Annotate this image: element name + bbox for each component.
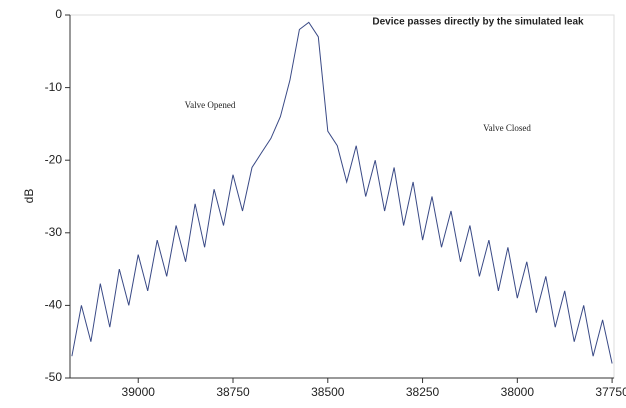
y-tick-label: -50 (45, 370, 63, 384)
annotation: Device passes directly by the simulated … (372, 17, 584, 28)
y-tick-label: -10 (45, 80, 63, 94)
y-axis-label: dB (22, 189, 36, 204)
x-tick-label: 39000 (122, 385, 156, 399)
y-tick-label: -40 (45, 298, 63, 312)
plot-frame (69, 14, 615, 379)
y-tick-label: -30 (45, 225, 63, 239)
annotation: Valve Closed (483, 123, 531, 133)
x-tick-label: 38000 (501, 385, 535, 399)
x-tick-label: 37750 (595, 385, 626, 399)
y-tick-label: 0 (55, 7, 62, 21)
x-tick-label: 38750 (216, 385, 250, 399)
x-tick-label: 38250 (406, 385, 440, 399)
annotation: Valve Opened (185, 100, 236, 110)
y-tick-label: -20 (45, 152, 63, 166)
data-line (71, 21, 613, 364)
x-tick-label: 38500 (311, 385, 345, 399)
